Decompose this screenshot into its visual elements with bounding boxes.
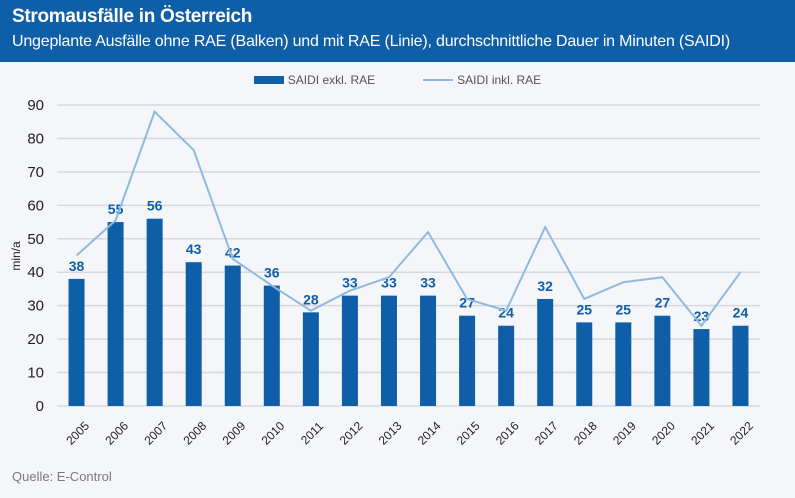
data-label-2017: 32: [537, 278, 553, 294]
x-tick-label: 2013: [376, 419, 405, 448]
data-label-2016: 24: [498, 305, 514, 321]
data-label-2012: 33: [342, 275, 358, 291]
data-label-2020: 27: [655, 295, 671, 311]
x-tick-label: 2011: [298, 419, 326, 447]
x-tick-label: 2015: [454, 419, 483, 448]
legend-label-line: SAIDI inkl. RAE: [457, 73, 542, 87]
bar-2011: [302, 312, 319, 406]
y-tick-label: 30: [27, 298, 44, 315]
y-tick-label: 70: [27, 164, 44, 181]
bar-2014: [420, 295, 437, 406]
data-label-2011: 28: [303, 291, 319, 307]
legend-swatch-bar: [253, 76, 284, 84]
y-axis-label: min/a: [9, 241, 23, 271]
bar-2019: [615, 322, 632, 406]
x-tick-label: 2018: [571, 419, 600, 448]
y-tick-label: 80: [27, 130, 44, 147]
data-label-2018: 25: [576, 301, 592, 317]
y-tick-label: 40: [27, 264, 44, 281]
x-tick-label: 2006: [102, 419, 131, 448]
data-label-2010: 36: [264, 265, 280, 281]
x-tick-label: 2021: [688, 419, 717, 448]
y-tick-label: 60: [27, 197, 44, 214]
x-tick-label: 2020: [649, 419, 678, 448]
bar-2018: [576, 322, 593, 406]
chart-subtitle: Ungeplante Ausfälle ohne RAE (Balken) un…: [12, 33, 730, 50]
data-label-2007: 56: [147, 198, 163, 214]
y-tick-label: 0: [36, 398, 44, 415]
bar-2016: [498, 325, 515, 406]
bar-2012: [341, 295, 358, 406]
y-tick-label: 90: [27, 97, 44, 114]
x-tick-label: 2012: [337, 419, 366, 448]
bar-2007: [146, 218, 163, 406]
data-label-2019: 25: [616, 301, 632, 317]
bar-2020: [654, 315, 671, 406]
bar-2008: [185, 262, 202, 406]
bar-2013: [380, 295, 397, 406]
data-label-2021: 23: [694, 308, 710, 324]
legend-swatch-line: [423, 79, 454, 81]
bar-2021: [693, 329, 710, 406]
x-tick-label: 2019: [610, 419, 639, 448]
legend-label-bar: SAIDI exkl. RAE: [287, 73, 376, 87]
x-tick-label: 2005: [63, 419, 92, 448]
x-tick-label: 2017: [532, 419, 561, 448]
data-label-2022: 24: [733, 305, 749, 321]
y-tick-label: 50: [27, 231, 44, 248]
y-tick-label: 10: [27, 365, 44, 382]
x-tick-label: 2022: [727, 419, 756, 448]
legend-item-line: SAIDI inkl. RAE: [423, 73, 541, 87]
bar-2010: [263, 285, 280, 406]
data-label-2005: 38: [69, 258, 85, 274]
legend-item-bar: SAIDI exkl. RAE: [253, 73, 376, 87]
bar-2009: [224, 265, 241, 406]
bar-2015: [459, 315, 476, 406]
y-tick-label: 20: [27, 331, 44, 348]
chart-title: Stromausfälle in Österreich: [12, 6, 253, 27]
bar-2017: [537, 298, 554, 406]
data-label-2014: 33: [420, 275, 436, 291]
source-note: Quelle: E-Control: [12, 469, 112, 484]
data-label-2008: 43: [186, 241, 202, 257]
x-tick-label: 2010: [259, 419, 288, 448]
x-tick-label: 2008: [180, 419, 209, 448]
x-tick-label: 2007: [141, 419, 170, 448]
bar-2022: [732, 325, 749, 406]
bar-2005: [68, 278, 85, 406]
line-series: [75, 109, 742, 328]
data-label-2015: 27: [459, 295, 475, 311]
x-tick-label: 2016: [493, 419, 522, 448]
header: Stromausfälle in Österreich Ungeplante A…: [0, 0, 795, 62]
legend: SAIDI exkl. RAE SAIDI inkl. RAE: [0, 73, 795, 87]
bar-2006: [107, 222, 124, 406]
x-tick-label: 2009: [220, 419, 249, 448]
data-label-2006: 55: [108, 201, 124, 217]
x-tick-label: 2014: [415, 419, 444, 448]
